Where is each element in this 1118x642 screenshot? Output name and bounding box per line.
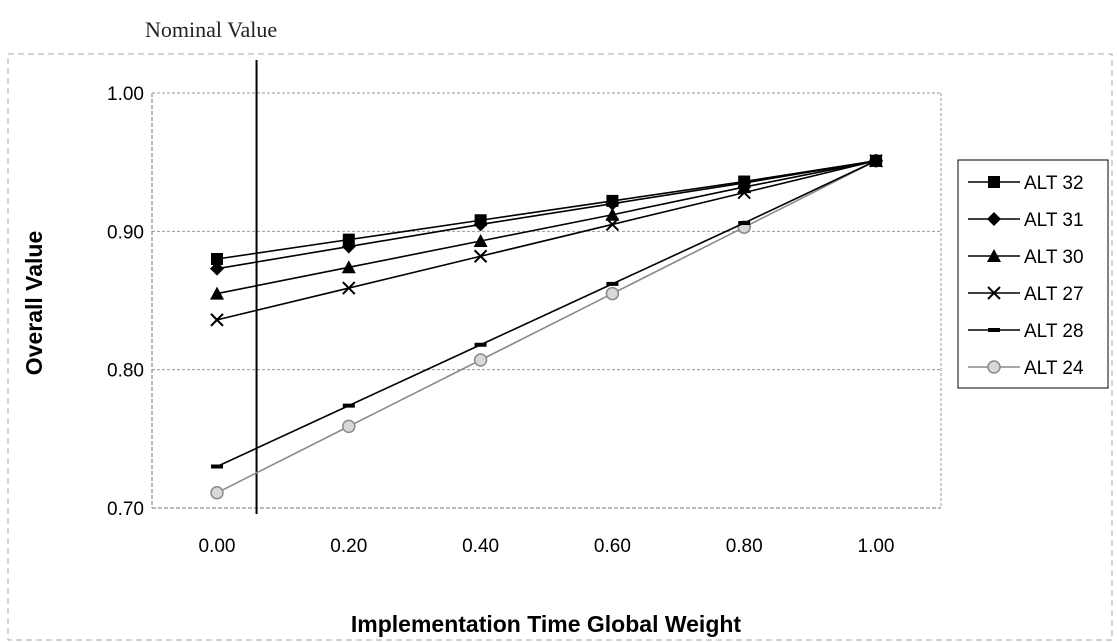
series-alt-24 <box>210 154 883 500</box>
data-point-alt-30 <box>473 234 488 248</box>
legend-entry-alt-32: ALT 32 <box>968 173 1084 194</box>
data-point-alt-32 <box>474 214 487 227</box>
legend-marker <box>987 249 1001 262</box>
x-tick-labels: 0.00 0.20 0.40 0.60 0.80 1.00 <box>199 536 895 557</box>
data-point-alt-30 <box>341 260 356 274</box>
gridlines <box>152 92 941 371</box>
series-alt-28 <box>211 158 882 469</box>
legend-marker <box>987 212 1001 226</box>
series-alt-31 <box>210 153 883 276</box>
legend-label: ALT 28 <box>1024 321 1084 342</box>
legend: ALT 32 ALT 31 ALT 30 ALT 27 ALT 28 ALT 24 <box>957 159 1109 389</box>
data-point-alt-32 <box>211 253 223 265</box>
data-point-alt-24 <box>473 353 488 367</box>
series-alt-32 <box>211 154 882 265</box>
legend-entry-alt-31: ALT 31 <box>968 210 1084 231</box>
legend-marker <box>987 360 1001 374</box>
series-line-alt-31 <box>216 159 877 270</box>
axes <box>151 92 942 509</box>
legend-label: ALT 24 <box>1024 358 1084 379</box>
series-lines <box>210 153 883 500</box>
data-point-alt-32 <box>870 154 882 167</box>
x-tick-label: 0.00 <box>199 536 236 557</box>
y-tick-labels: 0.70 0.80 0.90 1.00 <box>107 84 144 520</box>
series-line-alt-32 <box>216 159 877 260</box>
data-point-alt-30 <box>605 207 620 221</box>
legend-label: ALT 30 <box>1024 247 1084 268</box>
series-line-alt-28 <box>216 160 877 468</box>
x-tick-label: 0.60 <box>594 536 631 557</box>
legend-entry-alt-28: ALT 28 <box>968 321 1084 342</box>
data-point-alt-32 <box>342 233 355 246</box>
y-axis-title: Overall Value <box>21 231 47 375</box>
x-tick-label: 0.40 <box>462 536 499 557</box>
data-point-alt-27 <box>473 249 488 263</box>
y-tick-label: 0.90 <box>107 222 144 243</box>
legend-entry-alt-24: ALT 24 <box>968 358 1084 379</box>
series-line-alt-24 <box>216 160 877 494</box>
x-axis-title: Implementation Time Global Weight <box>351 611 742 637</box>
x-tick-label: 0.20 <box>330 536 367 557</box>
series-line-alt-30 <box>216 159 877 295</box>
data-point-alt-27 <box>342 281 356 295</box>
data-point-alt-30 <box>210 286 224 300</box>
y-tick-label: 1.00 <box>107 84 144 105</box>
legend-marker <box>988 176 1000 188</box>
data-point-alt-24 <box>210 486 224 500</box>
data-point-alt-32 <box>738 175 751 188</box>
y-tick-label: 0.70 <box>107 499 144 520</box>
data-point-alt-24 <box>605 286 620 301</box>
data-point-alt-27 <box>210 313 224 327</box>
legend-marker <box>987 286 1001 300</box>
legend-entry-alt-27: ALT 27 <box>968 284 1084 305</box>
data-point-alt-32 <box>606 194 619 207</box>
x-tick-label: 0.80 <box>726 536 763 557</box>
legend-entry-alt-30: ALT 30 <box>968 247 1084 268</box>
data-point-alt-31 <box>210 261 224 276</box>
y-tick-label: 0.80 <box>107 361 144 382</box>
series-line-alt-27 <box>216 160 877 321</box>
legend-box <box>957 159 1109 389</box>
x-tick-label: 1.00 <box>858 536 895 557</box>
chart-area-border <box>7 53 1113 641</box>
nominal-value-label: Nominal Value <box>145 17 277 42</box>
legend-label: ALT 31 <box>1024 210 1084 231</box>
legend-label: ALT 32 <box>1024 173 1084 194</box>
data-point-alt-24 <box>342 419 356 434</box>
legend-label: ALT 27 <box>1024 284 1084 305</box>
